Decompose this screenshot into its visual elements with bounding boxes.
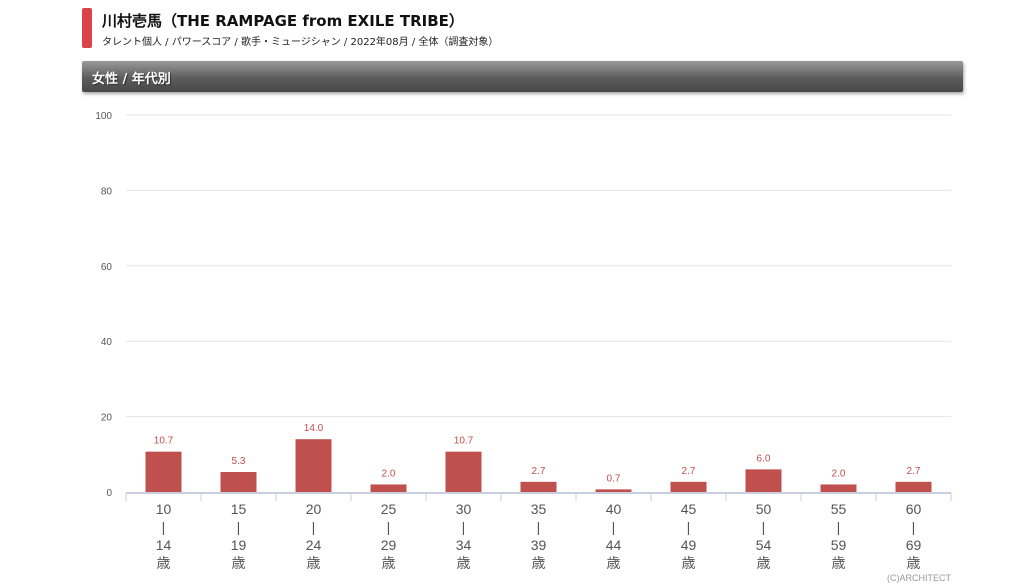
y-tick-label: 60 xyxy=(101,262,113,273)
title-accent-bar xyxy=(82,8,92,48)
bar xyxy=(370,484,407,492)
y-tick-label: 100 xyxy=(95,111,112,122)
x-tick-label: 10 | 14 歳 xyxy=(156,501,172,571)
data-label: 2.7 xyxy=(907,466,921,477)
section-title: 女性 / 年代別 xyxy=(92,72,171,87)
x-tick-label: 60 | 69 歳 xyxy=(906,501,922,571)
bar xyxy=(445,451,482,492)
bar xyxy=(820,484,857,492)
copyright-text: (C)ARCHITECT xyxy=(887,573,951,583)
data-label: 10.7 xyxy=(154,436,174,447)
data-label: 5.3 xyxy=(232,456,246,467)
y-tick-label: 80 xyxy=(101,186,113,197)
x-tick-label: 50 | 54 歳 xyxy=(756,501,772,571)
data-label: 10.7 xyxy=(454,436,474,447)
page-title: 川村壱馬（THE RAMPAGE from EXILE TRIBE） xyxy=(102,12,464,30)
bar xyxy=(595,489,632,492)
y-tick-label: 40 xyxy=(101,337,113,348)
data-label: 2.7 xyxy=(682,466,696,477)
bar xyxy=(295,439,332,492)
x-tick-label: 40 | 44 歳 xyxy=(606,501,622,571)
x-tick-label: 20 | 24 歳 xyxy=(306,501,322,571)
x-tick-label: 15 | 19 歳 xyxy=(231,501,247,571)
data-label: 2.0 xyxy=(382,468,396,479)
y-tick-label: 20 xyxy=(101,413,113,424)
data-label: 6.0 xyxy=(757,453,771,464)
x-tick-label: 55 | 59 歳 xyxy=(831,501,847,571)
y-tick-label: 0 xyxy=(106,488,112,499)
bar xyxy=(745,469,782,492)
x-tick-label: 25 | 29 歳 xyxy=(381,501,397,571)
data-label: 0.7 xyxy=(607,473,621,484)
x-tick-label: 35 | 39 歳 xyxy=(531,501,547,571)
page-subtitle: タレント個人 / パワースコア / 歌手・ミュージシャン / 2022年08月 … xyxy=(102,37,499,48)
x-tick-label: 30 | 34 歳 xyxy=(456,501,472,571)
data-label: 14.0 xyxy=(304,423,324,434)
bar xyxy=(670,481,707,492)
bar xyxy=(520,481,557,492)
data-label: 2.7 xyxy=(532,466,546,477)
bar xyxy=(145,451,182,492)
bar xyxy=(220,472,257,492)
section-header: 女性 / 年代別 xyxy=(82,61,963,92)
bar xyxy=(895,481,932,492)
x-tick-label: 45 | 49 歳 xyxy=(681,501,697,571)
data-label: 2.0 xyxy=(832,468,846,479)
